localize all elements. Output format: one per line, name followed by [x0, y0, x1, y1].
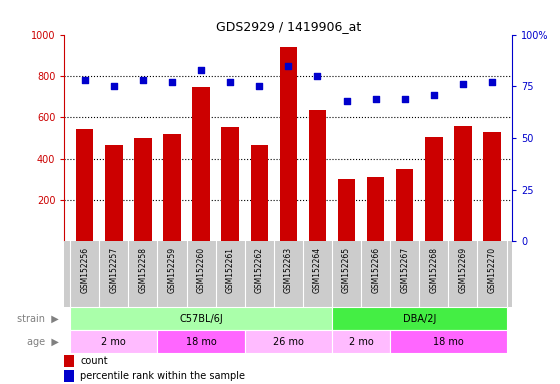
Text: percentile rank within the sample: percentile rank within the sample: [80, 371, 245, 381]
Bar: [222, 127, 239, 241]
Text: GSM152259: GSM152259: [167, 247, 176, 293]
Text: DBA/2J: DBA/2J: [403, 314, 436, 324]
Point: [371, 96, 380, 102]
Bar: [64, 355, 74, 367]
Text: GSM152269: GSM152269: [459, 247, 468, 293]
Bar: [134, 137, 152, 241]
Bar: [64, 370, 74, 382]
Point: [430, 91, 438, 98]
Bar: [454, 126, 472, 241]
Text: 18 mo: 18 mo: [433, 337, 464, 347]
Bar: [76, 129, 94, 241]
Text: GSM152258: GSM152258: [138, 247, 147, 293]
Point: [138, 77, 147, 83]
Text: GSM152265: GSM152265: [342, 247, 351, 293]
Bar: [70, 330, 157, 353]
Point: [197, 67, 206, 73]
Point: [80, 77, 89, 83]
Text: GSM152261: GSM152261: [226, 247, 235, 293]
Bar: [396, 169, 413, 241]
Point: [400, 96, 409, 102]
Point: [313, 73, 322, 79]
Text: GSM152267: GSM152267: [400, 247, 409, 293]
Point: [342, 98, 351, 104]
Text: strain  ▶: strain ▶: [17, 314, 59, 324]
Bar: [332, 308, 507, 330]
Text: age  ▶: age ▶: [27, 337, 59, 347]
Text: count: count: [80, 356, 108, 366]
Bar: [279, 47, 297, 241]
Text: 2 mo: 2 mo: [349, 337, 374, 347]
Bar: [367, 177, 384, 241]
Bar: [157, 330, 245, 353]
Bar: [483, 132, 501, 241]
Text: GSM152270: GSM152270: [488, 247, 497, 293]
Point: [109, 83, 118, 89]
Point: [459, 81, 468, 87]
Text: GSM152266: GSM152266: [371, 247, 380, 293]
Bar: [70, 308, 332, 330]
Point: [488, 79, 497, 85]
Text: 26 mo: 26 mo: [273, 337, 304, 347]
Text: GSM152262: GSM152262: [255, 247, 264, 293]
Bar: [245, 330, 332, 353]
Text: GSM152263: GSM152263: [284, 247, 293, 293]
Text: GSM152256: GSM152256: [80, 247, 89, 293]
Text: C57BL/6J: C57BL/6J: [179, 314, 223, 324]
Bar: [425, 137, 442, 241]
Point: [167, 79, 176, 85]
Point: [226, 79, 235, 85]
Bar: [164, 134, 181, 241]
Text: GSM152268: GSM152268: [430, 247, 438, 293]
Bar: [332, 330, 390, 353]
Point: [255, 83, 264, 89]
Text: 2 mo: 2 mo: [101, 337, 126, 347]
Bar: [250, 144, 268, 241]
Text: GSM152257: GSM152257: [109, 247, 118, 293]
Title: GDS2929 / 1419906_at: GDS2929 / 1419906_at: [216, 20, 361, 33]
Bar: [105, 144, 123, 241]
Text: 18 mo: 18 mo: [186, 337, 217, 347]
Bar: [390, 330, 507, 353]
Text: GSM152264: GSM152264: [313, 247, 322, 293]
Point: [284, 63, 293, 69]
Bar: [309, 110, 326, 241]
Bar: [338, 179, 355, 241]
Bar: [193, 87, 210, 241]
Text: GSM152260: GSM152260: [197, 247, 206, 293]
